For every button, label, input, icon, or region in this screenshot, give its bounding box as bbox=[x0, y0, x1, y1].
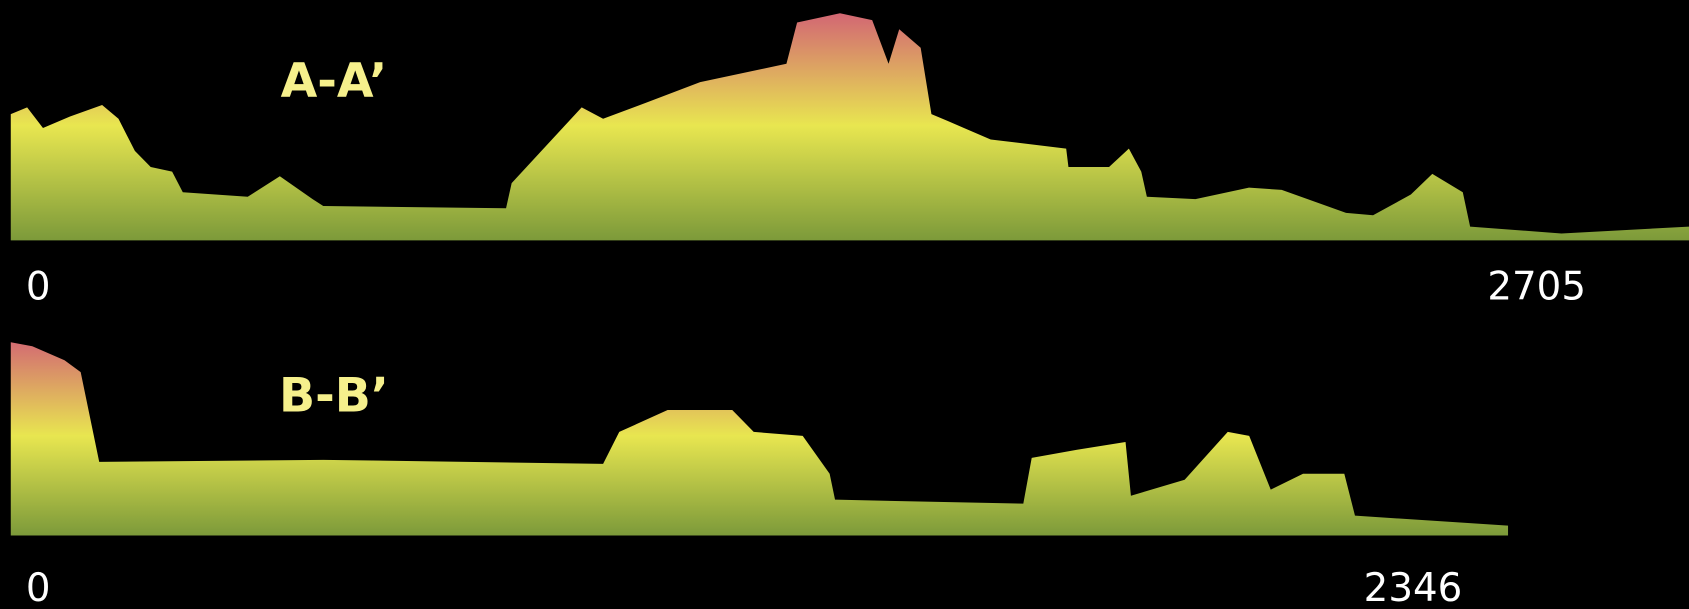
profile-title: A-A’ bbox=[281, 54, 388, 109]
elevation-profile bbox=[10, 13, 1689, 241]
elevation-profile bbox=[10, 342, 1509, 536]
x-tick-label: 2705 bbox=[1487, 264, 1586, 309]
x-tick-label: 0 bbox=[26, 566, 51, 609]
x-tick-label: 0 bbox=[26, 264, 51, 309]
x-tick-label: 2346 bbox=[1364, 566, 1463, 609]
profile-title: B-B’ bbox=[279, 369, 389, 424]
